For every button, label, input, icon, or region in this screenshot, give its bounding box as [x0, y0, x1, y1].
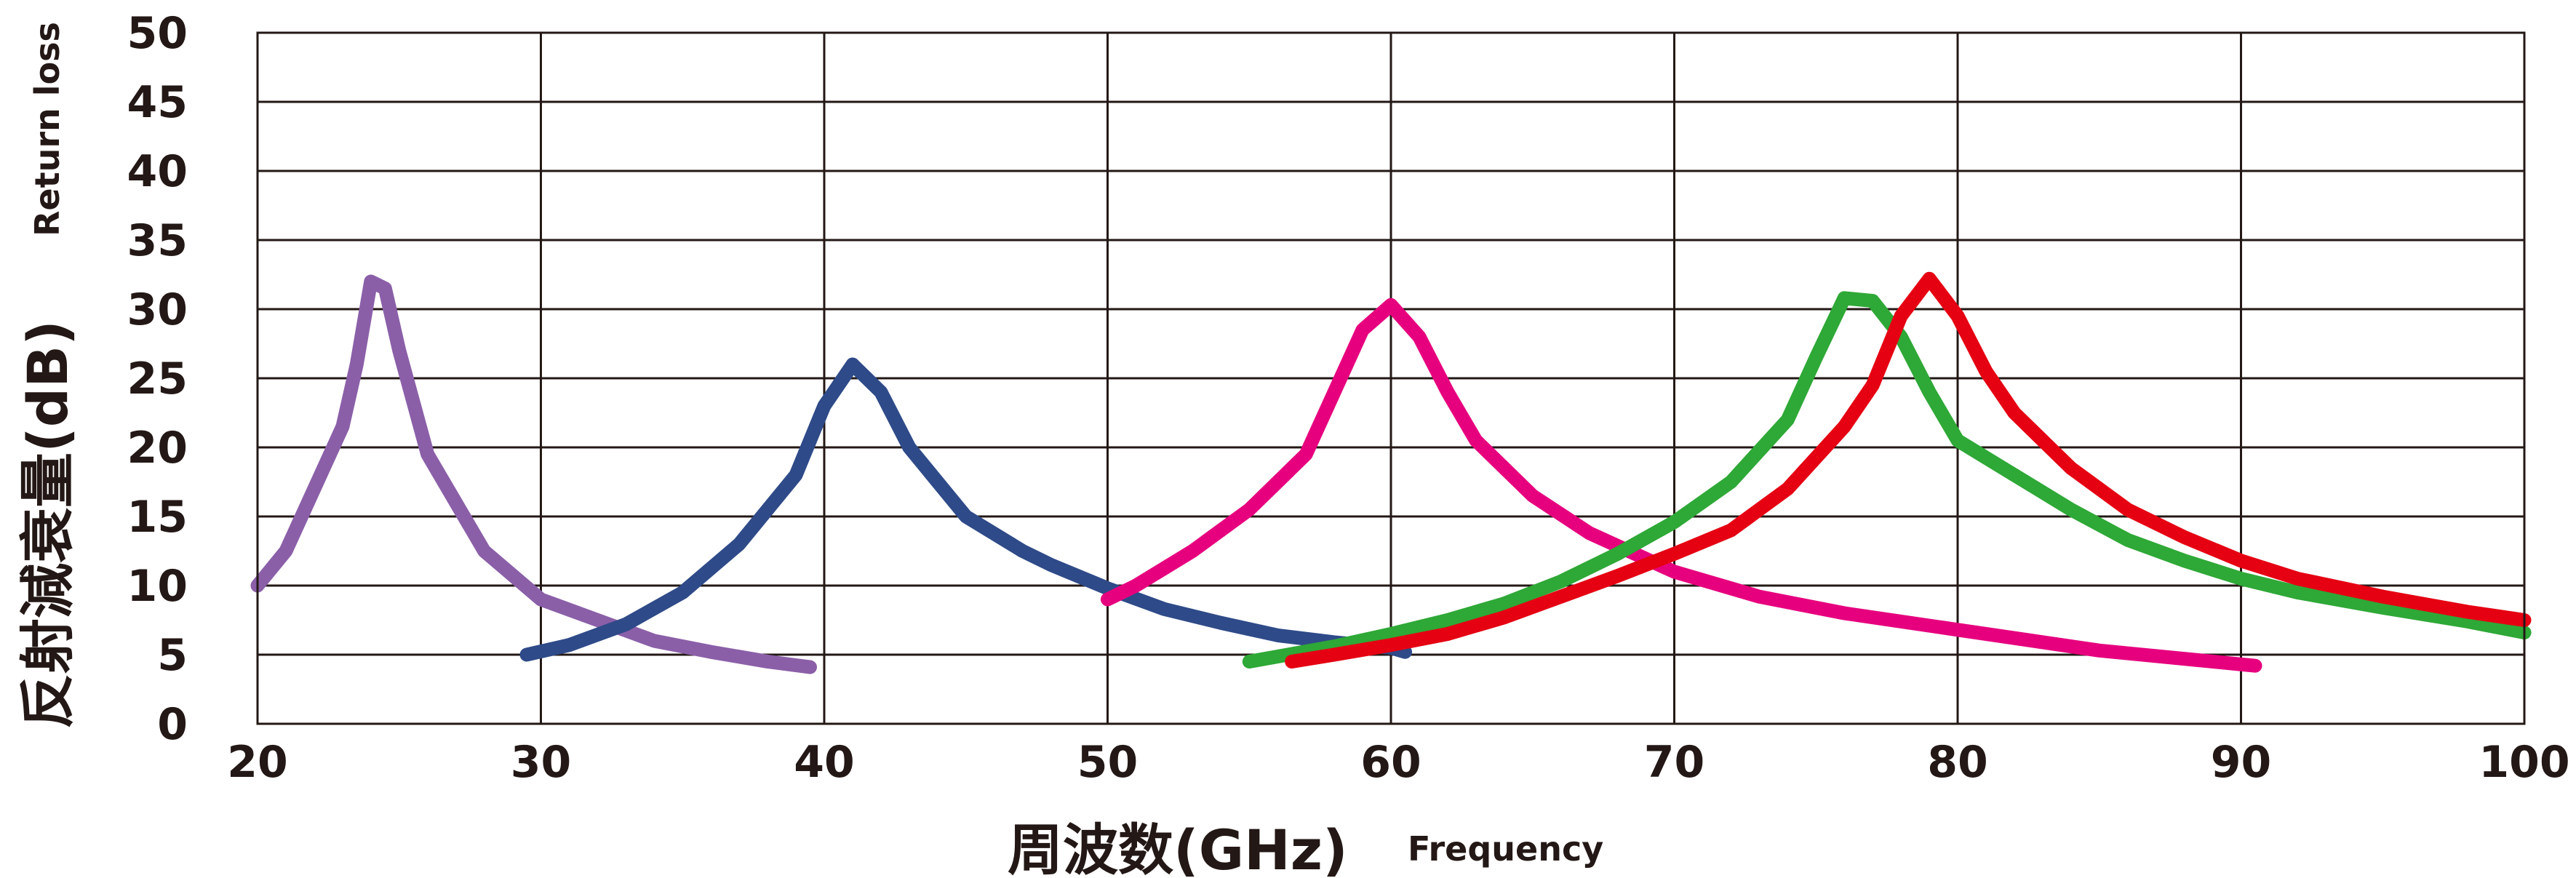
x-tick-label: 100	[2479, 737, 2569, 788]
y-tick-label: 25	[127, 354, 188, 404]
series-lines	[250, 271, 2532, 674]
series-line-3	[1101, 298, 2262, 673]
x-tick-label: 90	[2211, 737, 2272, 788]
x-tick-labels: 20 30 40 50 60 70 80 90 100	[227, 737, 2569, 788]
series-line-5	[1285, 271, 2532, 669]
y-tick-label: 0	[157, 699, 188, 750]
x-tick-label: 20	[227, 737, 288, 788]
x-axis-title: 周波数(GHz)	[1008, 818, 1348, 878]
x-tick-label: 40	[794, 737, 855, 788]
series-line-2	[519, 357, 1412, 662]
y-tick-label: 50	[127, 8, 188, 59]
y-tick-label: 10	[127, 561, 188, 612]
y-tick-label: 35	[127, 215, 188, 266]
y-axis-title: 反射減衰量(dB)	[15, 320, 80, 729]
y-tick-label: 45	[127, 77, 188, 128]
y-tick-label: 30	[127, 284, 188, 335]
x-tick-label: 30	[511, 737, 572, 788]
y-tick-label: 15	[127, 492, 188, 543]
x-axis-subtitle: Frequency	[1408, 829, 1603, 869]
series-line-4	[1242, 291, 2532, 669]
y-axis-subtitle: Return loss	[28, 22, 67, 236]
y-tick-labels: 0 5 10 15 20 25 30 35 40 45 50	[127, 8, 188, 750]
plot-frame	[256, 31, 2526, 725]
x-tick-label: 60	[1360, 737, 1421, 788]
x-tick-label: 70	[1644, 737, 1705, 788]
x-tick-label: 80	[1927, 737, 1988, 788]
y-tick-label: 5	[157, 630, 188, 681]
y-tick-label: 20	[127, 423, 188, 474]
y-tick-label: 40	[127, 146, 188, 197]
x-tick-label: 50	[1077, 737, 1139, 788]
series-line-1	[250, 274, 817, 674]
